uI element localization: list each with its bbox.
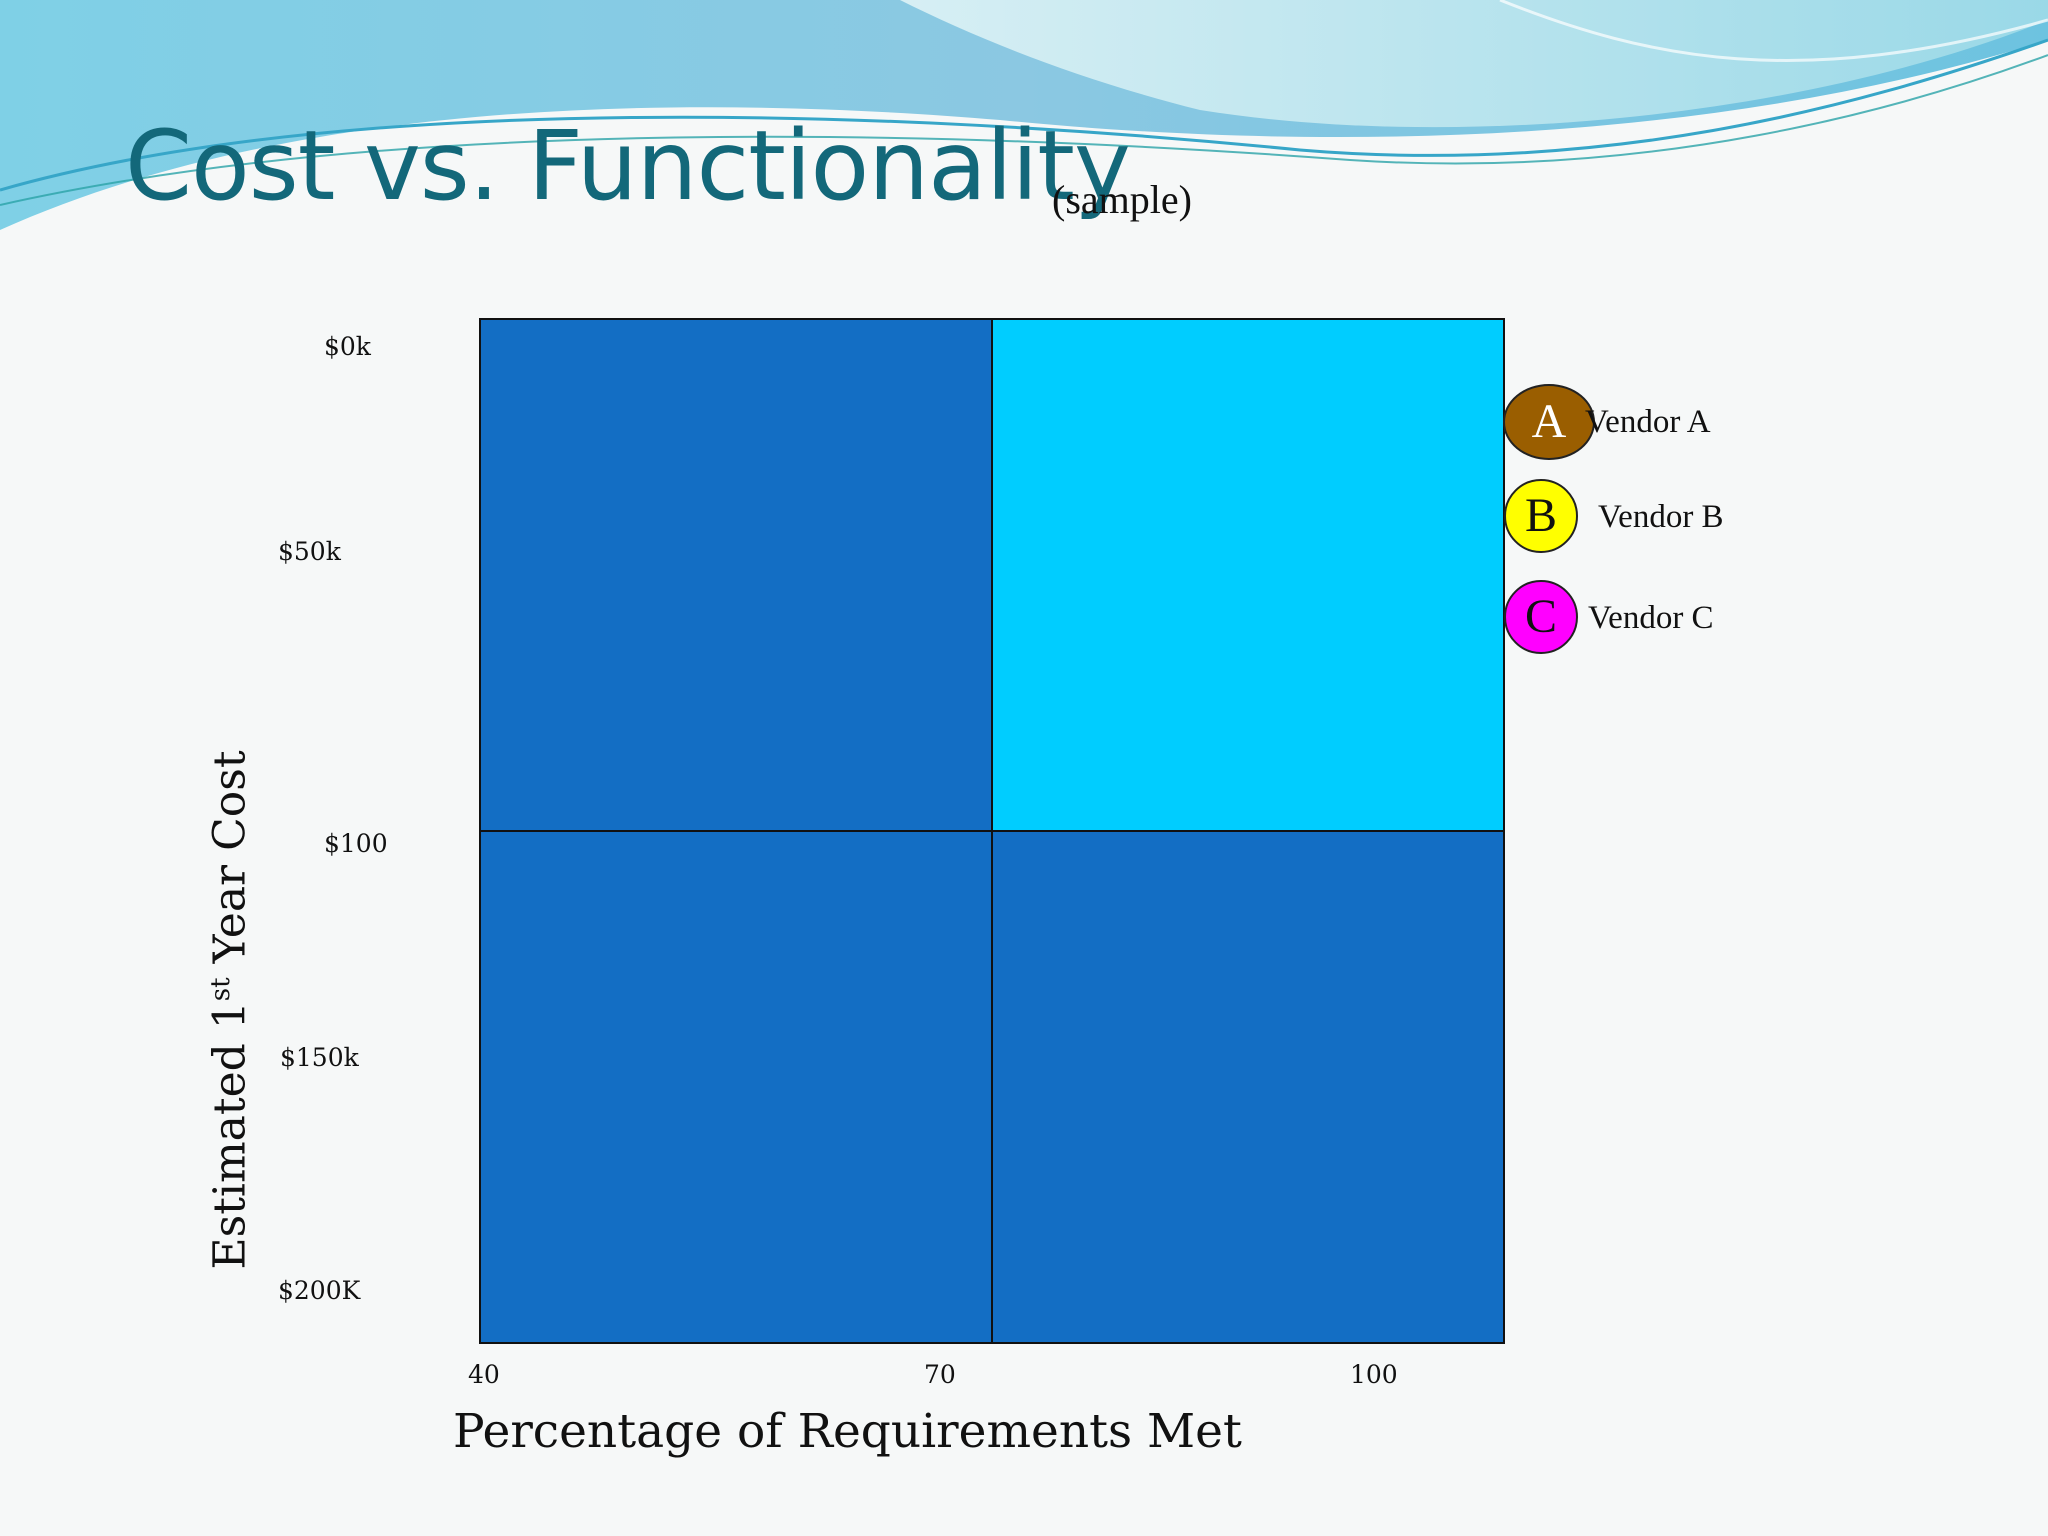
quadrant-top-right xyxy=(991,318,1505,832)
wave-header-decoration xyxy=(0,0,2048,230)
x-axis-title: Percentage of Requirements Met xyxy=(453,1404,1242,1459)
quadrant-bottom-right xyxy=(991,830,1505,1344)
y-axis-title-end: Year Cost xyxy=(204,750,256,978)
slide-subtitle: (sample) xyxy=(1052,177,1192,222)
vendor-a-marker: A xyxy=(1503,384,1595,460)
y-axis-title-main: Estimated 1 xyxy=(204,1001,256,1270)
y-tick-label: $100 xyxy=(324,829,388,858)
vendor-b-marker: B xyxy=(1504,479,1578,553)
quadrant-bottom-left xyxy=(479,830,993,1344)
quadrant-top-left xyxy=(479,318,993,832)
vendor-b-label: Vendor B xyxy=(1598,499,1724,535)
y-tick-label: $150k xyxy=(280,1043,359,1072)
vendor-c-label: Vendor C xyxy=(1588,600,1714,636)
x-tick-label: 100 xyxy=(1350,1360,1398,1389)
y-axis-title: Estimated 1st Year Cost xyxy=(205,751,256,1270)
y-tick-label: $200K xyxy=(278,1276,361,1305)
x-tick-label: 40 xyxy=(468,1360,500,1389)
vendor-a-label: Vendor A xyxy=(1585,404,1711,440)
y-tick-label: $0k xyxy=(324,332,371,361)
x-tick-label: 70 xyxy=(924,1360,956,1389)
slide-title: Cost vs. Functionality xyxy=(125,110,1131,222)
vendor-c-marker: C xyxy=(1504,580,1578,654)
y-tick-label: $50k xyxy=(278,537,341,566)
y-axis-title-superscript: st xyxy=(205,977,236,1002)
